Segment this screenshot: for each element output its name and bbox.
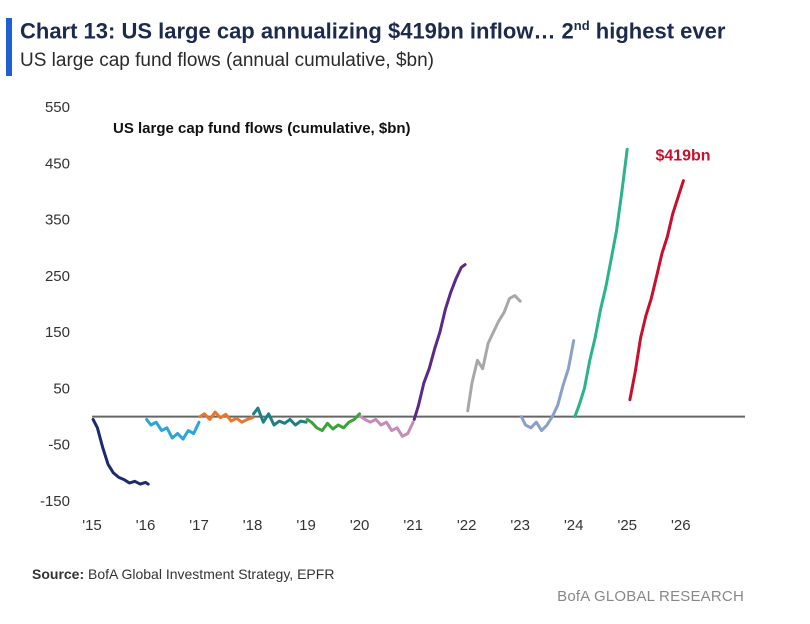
chart-title: Chart 13: US large cap annualizing $419b…	[20, 18, 726, 44]
x-tick-label: '24	[564, 517, 584, 534]
y-tick-label: 550	[45, 99, 70, 116]
y-tick-label: 150	[45, 324, 70, 341]
y-tick-label: 450	[45, 155, 70, 172]
y-tick-label: -150	[40, 493, 70, 510]
series-line-2015	[91, 417, 150, 486]
x-tick-label: '26	[671, 517, 691, 534]
x-tick-label: '21	[403, 517, 423, 534]
source-note: Source: BofA Global Investment Strategy,…	[32, 566, 335, 582]
y-tick-label: 350	[45, 212, 70, 229]
x-tick-label: '18	[243, 517, 263, 534]
y-tick-label: 250	[45, 268, 70, 285]
series-line-2016	[145, 417, 201, 441]
y-tick-label: -50	[48, 437, 70, 454]
series-line-2022	[466, 294, 522, 413]
y-tick-label: 50	[53, 380, 70, 397]
series-line-2024	[573, 147, 629, 419]
series-line-2025	[628, 179, 685, 402]
series-line-2018	[252, 406, 308, 427]
series-line-2017	[198, 410, 255, 424]
series-line-2019	[305, 412, 362, 433]
x-tick-label: '17	[189, 517, 209, 534]
x-tick-label: '25	[617, 517, 637, 534]
series-line-2021	[412, 263, 467, 421]
series-line-2023	[519, 339, 576, 433]
title-accent-bar	[6, 18, 12, 76]
annotation-label: $419bn	[655, 148, 710, 165]
series-line-2020	[359, 415, 415, 438]
fund-flows-chart: 550 450 350 250 150 50 -50 -150 '15 '16 '17 '18 '19 '…	[40, 99, 745, 534]
chart-subtitle: US large cap fund flows (annual cumulati…	[20, 50, 435, 71]
x-tick-label: '16	[136, 517, 156, 534]
inner-chart-title: US large cap fund flows (cumulative, $bn…	[113, 120, 411, 137]
x-tick-label: '20	[350, 517, 370, 534]
x-tick-label: '15	[82, 517, 102, 534]
brand-label: BofA GLOBAL RESEARCH	[557, 588, 744, 605]
x-tick-label: '23	[510, 517, 530, 534]
x-tick-label: '19	[296, 517, 316, 534]
x-tick-label: '22	[457, 517, 477, 534]
